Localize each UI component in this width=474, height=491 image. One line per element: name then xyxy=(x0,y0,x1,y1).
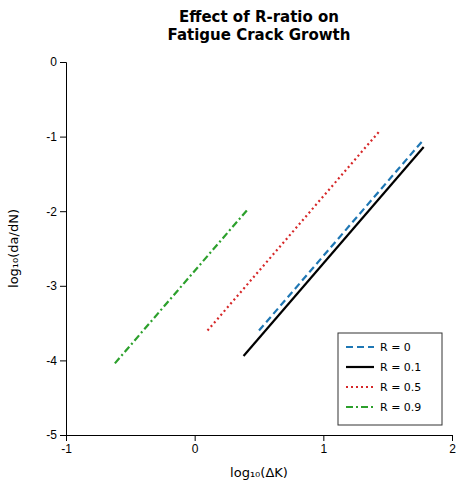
legend-label: R = 0.1 xyxy=(380,361,421,374)
legend-item: R = 0.9 xyxy=(346,401,421,414)
tick-label: -4 xyxy=(46,354,57,368)
legend-swatch xyxy=(346,366,374,368)
tick-label: -5 xyxy=(46,428,57,442)
axis-line xyxy=(67,436,453,442)
legend: R = 0 R = 0.1 R = 0.5 R = 0.9 xyxy=(338,333,442,425)
tick: -4 xyxy=(46,354,66,368)
plot: -1012-5-4-3-2-10R = 0R = 0.1R = 0.5R = 0… xyxy=(46,55,456,455)
chart: -1012-5-4-3-2-10R = 0R = 0.1R = 0.5R = 0… xyxy=(0,0,474,491)
series-line xyxy=(244,147,424,356)
tick: 1 xyxy=(320,435,327,456)
legend-swatch xyxy=(346,406,374,408)
y-axis: -5 -4 -3 -2 -1 0 xyxy=(46,55,66,442)
tick-label: 1 xyxy=(320,442,327,456)
tick-label: -1 xyxy=(46,130,57,144)
tick: -1 xyxy=(46,130,66,144)
legend-swatch xyxy=(346,386,374,388)
tick-mark xyxy=(60,137,66,138)
tick: 2 xyxy=(449,435,456,456)
legend-label: R = 0.5 xyxy=(380,381,421,394)
tick-mark xyxy=(323,435,324,441)
legend-box xyxy=(338,333,442,425)
tick-mark xyxy=(60,62,66,63)
tick-mark xyxy=(60,435,66,436)
tick-label: 2 xyxy=(449,442,456,456)
tick-label: -1 xyxy=(61,442,72,456)
y-axis-title: log₁₀(da/dN) xyxy=(6,209,21,288)
legend-item: R = 0 xyxy=(346,341,411,354)
title-line: Fatigue Crack Growth xyxy=(168,26,351,44)
tick: 0 xyxy=(50,55,66,69)
legend-label: R = 0.9 xyxy=(380,401,421,414)
tick: -5 xyxy=(46,428,66,442)
x-axis-title: log₁₀(ΔK) xyxy=(230,465,288,480)
tick-mark xyxy=(60,211,66,212)
legend-swatch xyxy=(346,346,374,348)
tick: -2 xyxy=(46,205,66,219)
tick-mark xyxy=(452,435,453,441)
tick: 0 xyxy=(192,435,199,456)
legend-label: R = 0 xyxy=(380,341,411,354)
tick: -3 xyxy=(46,279,66,293)
tick-label: -2 xyxy=(46,205,57,219)
tick-mark xyxy=(60,286,66,287)
lines xyxy=(115,132,424,363)
tick: -1 xyxy=(61,435,72,456)
tick-label: 0 xyxy=(192,442,199,456)
legend-item: R = 0.5 xyxy=(346,381,421,394)
series-line xyxy=(259,140,424,331)
axis-line xyxy=(60,63,67,436)
tick-label: 0 xyxy=(50,55,57,69)
tick-mark xyxy=(195,435,196,441)
legend-item: R = 0.1 xyxy=(346,361,421,374)
tick-mark xyxy=(60,360,66,361)
tick-label: -3 xyxy=(46,279,57,293)
x-axis: -1 0 1 2 xyxy=(61,435,456,456)
title-line: Effect of R-ratio on xyxy=(179,8,339,26)
series-line xyxy=(208,132,379,330)
title: Effect of R-ratio onFatigue Crack Growth xyxy=(168,8,351,44)
series-line xyxy=(115,208,249,363)
